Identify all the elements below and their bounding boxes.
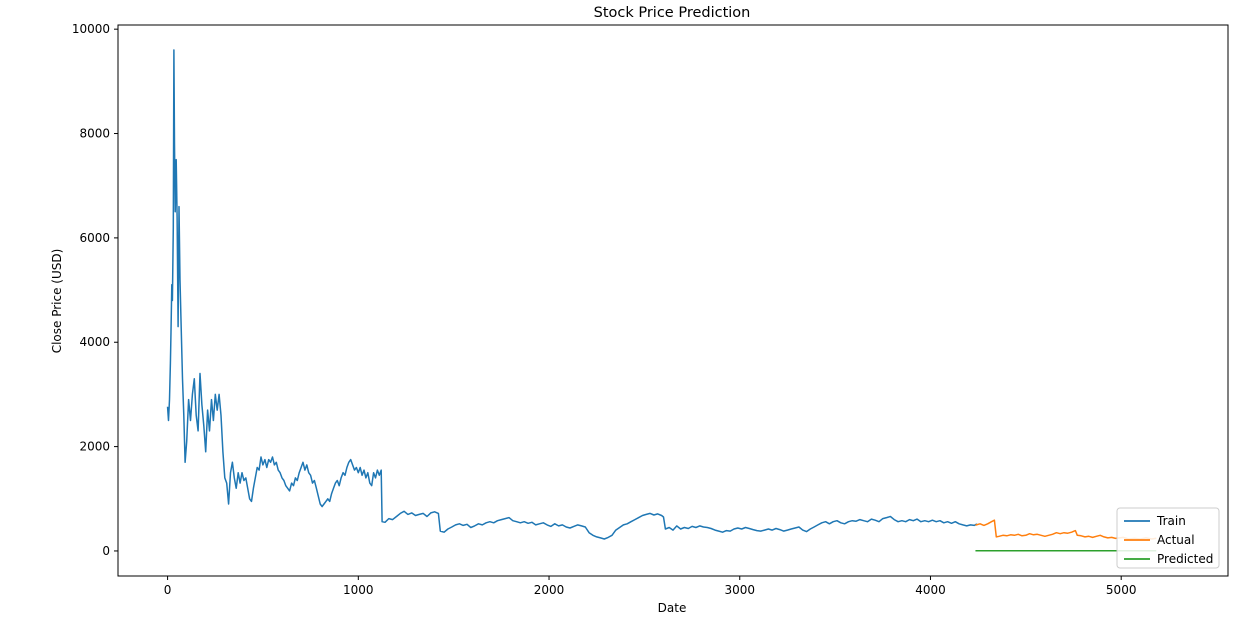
x-tick-label: 3000 [724, 583, 755, 597]
y-tick-label: 8000 [79, 127, 110, 141]
y-tick-label: 6000 [79, 231, 110, 245]
y-tick-label: 10000 [72, 22, 110, 36]
legend-box [1116, 507, 1220, 569]
ticks: 0 1000 2000 3000 4000 5000 0 2000 4000 6000 8000 10… [72, 22, 1137, 597]
y-tick-label: 0 [102, 544, 110, 558]
legend-label-actual: Actual [1157, 533, 1195, 547]
axes [117, 24, 1229, 577]
series-line-train [166, 49, 978, 540]
x-tick-label: 2000 [534, 583, 565, 597]
legend-label-train: Train [1156, 514, 1186, 528]
x-axis-label: Date [658, 601, 687, 615]
x-tick-label: 0 [164, 583, 172, 597]
y-tick-label: 4000 [79, 335, 110, 349]
y-axis-label: Close Price (USD) [50, 249, 64, 354]
x-tick-label: 5000 [1106, 583, 1137, 597]
x-tick-label: 4000 [915, 583, 946, 597]
y-tick-label: 2000 [79, 440, 110, 454]
legend: Train Actual Predicted [1116, 507, 1220, 569]
plot-frame [117, 24, 1229, 577]
x-tick-label: 1000 [343, 583, 374, 597]
legend-label-predicted: Predicted [1157, 552, 1213, 566]
chart-title: Stock Price Prediction [594, 5, 751, 21]
